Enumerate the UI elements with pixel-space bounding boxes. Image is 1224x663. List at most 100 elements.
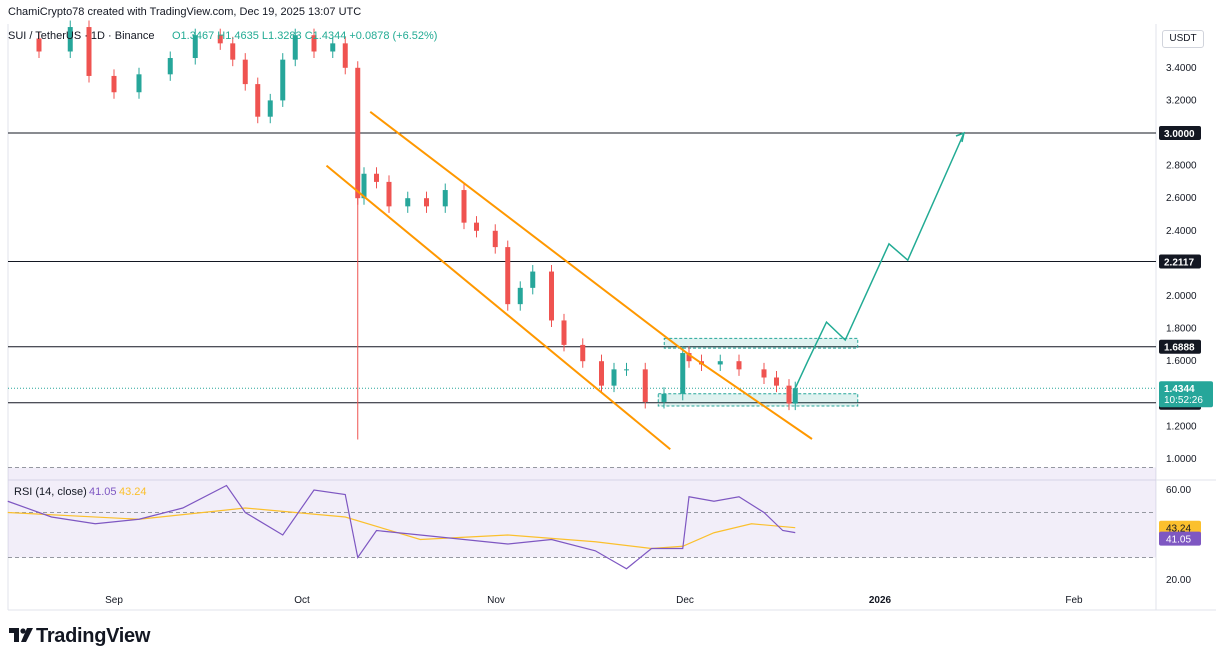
current-price-tag bbox=[1159, 381, 1213, 408]
candle-body bbox=[530, 271, 536, 288]
candle-body bbox=[492, 230, 498, 248]
channel-upper-line[interactable] bbox=[369, 111, 690, 356]
rsi-ma-line bbox=[7, 507, 796, 550]
candle-body bbox=[167, 58, 173, 75]
resistance-zone[interactable] bbox=[663, 337, 859, 349]
time-tick-nov: Nov bbox=[487, 595, 505, 606]
candle-body bbox=[355, 67, 361, 199]
candle-body bbox=[36, 38, 42, 52]
candle-body bbox=[192, 35, 198, 59]
candle-body bbox=[267, 100, 273, 117]
candle-body bbox=[680, 353, 686, 394]
candle-body bbox=[292, 35, 298, 60]
candle-body bbox=[736, 361, 742, 370]
countdown-text: 10:52:26 bbox=[1164, 395, 1203, 406]
rsi-value-tag bbox=[1159, 531, 1201, 546]
level-label-1: 2.2117 bbox=[1164, 257, 1194, 268]
candle-body bbox=[311, 35, 317, 52]
candle-body bbox=[761, 369, 767, 378]
candle-body bbox=[86, 27, 92, 76]
currency-unit-button[interactable]: USDT bbox=[1162, 30, 1204, 48]
rsi-value-text: 41.05 bbox=[89, 486, 117, 498]
candle-body bbox=[792, 388, 798, 404]
candle-body bbox=[561, 320, 567, 345]
price-tick-0: 3.4000 bbox=[1166, 63, 1197, 74]
candle-body bbox=[424, 198, 429, 207]
rsi-value-tag-text: 41.05 bbox=[1166, 535, 1191, 546]
projection-line[interactable] bbox=[794, 132, 965, 389]
candle-body bbox=[374, 173, 379, 182]
price-tick-5: 2.4000 bbox=[1166, 226, 1197, 237]
candle-body bbox=[517, 287, 523, 305]
price-tick-4: 2.6000 bbox=[1166, 193, 1197, 204]
candlesticks bbox=[36, 20, 798, 440]
rsi-label[interactable]: RSI (14, close) bbox=[14, 486, 87, 498]
candle-body bbox=[786, 385, 792, 404]
symbol-title[interactable]: SUI / TetherUS · 1D · Binance bbox=[8, 30, 155, 42]
price-tick-12: 1.0000 bbox=[1166, 454, 1197, 465]
time-axis[interactable]: Sep Oct Nov Dec 2026 Feb bbox=[105, 595, 1083, 606]
candle-body bbox=[774, 377, 779, 386]
candle-body bbox=[442, 190, 448, 207]
candle-body bbox=[461, 190, 467, 223]
level-label-box-0 bbox=[1159, 126, 1201, 140]
candle-body bbox=[361, 173, 367, 199]
candle-body bbox=[136, 74, 142, 93]
candle-body bbox=[111, 75, 117, 93]
created-by-text: ChamiCrypto78 created with TradingView.c… bbox=[8, 6, 362, 18]
candle-body bbox=[624, 369, 629, 371]
price-tick-3: 2.8000 bbox=[1166, 161, 1197, 172]
candle-body bbox=[599, 361, 604, 386]
tradingview-logo-icon bbox=[9, 628, 33, 642]
candle-body bbox=[230, 43, 236, 60]
rsi-pane bbox=[7, 467, 1156, 570]
time-tick-dec: Dec bbox=[676, 595, 694, 606]
channel-upper-extension[interactable] bbox=[688, 353, 813, 440]
price-tick-7: 2.0000 bbox=[1166, 291, 1197, 302]
rsi-line bbox=[7, 484, 796, 570]
candle-body bbox=[505, 247, 511, 305]
candle-body bbox=[661, 393, 667, 402]
price-tick-11: 1.2000 bbox=[1166, 421, 1197, 432]
candle-body bbox=[580, 344, 586, 362]
level-label-box-1 bbox=[1159, 254, 1201, 269]
support-zone[interactable] bbox=[657, 393, 859, 407]
rsi-tick-0: 60.00 bbox=[1166, 485, 1191, 496]
time-tick-sep: Sep bbox=[105, 595, 123, 606]
rsi-ma-tag-text: 43.24 bbox=[1166, 524, 1191, 535]
price-tick-1: 3.2000 bbox=[1166, 95, 1197, 106]
ohlc-readout: O1.3467 H1.4635 L1.3283 C1.4344 +0.0878 … bbox=[172, 30, 438, 42]
candle-body bbox=[405, 198, 411, 207]
candle-body bbox=[255, 84, 261, 117]
price-tick-8: 1.8000 bbox=[1166, 324, 1197, 335]
level-label-0: 3.0000 bbox=[1164, 129, 1195, 140]
candle-body bbox=[386, 181, 392, 207]
current-price-text: 1.4344 bbox=[1164, 384, 1195, 395]
candle-body bbox=[549, 271, 554, 321]
candle-body bbox=[686, 353, 692, 362]
candle-body bbox=[330, 43, 336, 52]
candle-body bbox=[217, 35, 223, 44]
candle-body bbox=[717, 361, 723, 365]
rsi-ma-value-text: 43.24 bbox=[119, 486, 147, 498]
projection-arrowhead bbox=[955, 131, 966, 143]
level-label-box-2 bbox=[1159, 339, 1201, 354]
rsi-tick-1: 20.00 bbox=[1166, 575, 1191, 586]
candle-body bbox=[242, 59, 248, 85]
candle-body bbox=[642, 369, 648, 402]
time-tick-feb: Feb bbox=[1065, 595, 1083, 606]
price-axis[interactable]: 3.40003.20002.80002.60002.40002.20002.00… bbox=[1159, 63, 1213, 586]
price-tick-9: 1.6000 bbox=[1166, 356, 1197, 367]
descending-channel[interactable] bbox=[325, 111, 813, 450]
time-tick-2026: 2026 bbox=[869, 595, 892, 606]
channel-lower-line[interactable] bbox=[325, 164, 671, 450]
time-tick-oct: Oct bbox=[294, 595, 310, 606]
projection-path[interactable] bbox=[794, 131, 966, 389]
candle-body bbox=[280, 59, 286, 101]
level-label-2: 1.6888 bbox=[1164, 343, 1195, 354]
horizontal-levels bbox=[8, 132, 1156, 404]
tradingview-brand: TradingView bbox=[36, 625, 151, 647]
price-zones bbox=[657, 337, 859, 407]
candle-body bbox=[611, 369, 617, 386]
